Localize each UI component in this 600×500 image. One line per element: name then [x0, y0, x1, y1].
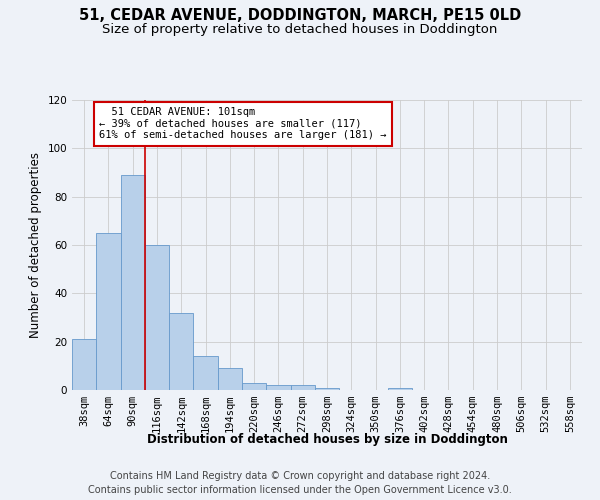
- Bar: [290, 385, 315, 390]
- Bar: [266, 385, 290, 390]
- Bar: [388, 388, 412, 390]
- Y-axis label: Number of detached properties: Number of detached properties: [29, 152, 42, 338]
- Text: Contains HM Land Registry data © Crown copyright and database right 2024.
Contai: Contains HM Land Registry data © Crown c…: [88, 471, 512, 495]
- Bar: [193, 356, 218, 390]
- Bar: [315, 388, 339, 390]
- Bar: [242, 383, 266, 390]
- Bar: [145, 245, 169, 390]
- Bar: [169, 312, 193, 390]
- Bar: [121, 175, 145, 390]
- Text: Distribution of detached houses by size in Doddington: Distribution of detached houses by size …: [146, 432, 508, 446]
- Text: 51 CEDAR AVENUE: 101sqm
← 39% of detached houses are smaller (117)
61% of semi-d: 51 CEDAR AVENUE: 101sqm ← 39% of detache…: [99, 108, 387, 140]
- Bar: [72, 339, 96, 390]
- Text: Size of property relative to detached houses in Doddington: Size of property relative to detached ho…: [103, 22, 497, 36]
- Bar: [96, 233, 121, 390]
- Text: 51, CEDAR AVENUE, DODDINGTON, MARCH, PE15 0LD: 51, CEDAR AVENUE, DODDINGTON, MARCH, PE1…: [79, 8, 521, 22]
- Bar: [218, 368, 242, 390]
